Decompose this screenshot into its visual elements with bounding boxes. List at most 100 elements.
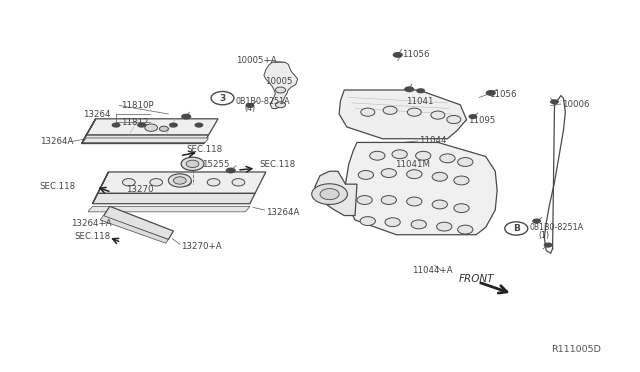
Circle shape bbox=[532, 218, 541, 224]
Circle shape bbox=[181, 157, 204, 170]
Polygon shape bbox=[315, 171, 357, 215]
Circle shape bbox=[392, 150, 407, 159]
Text: 13264A: 13264A bbox=[40, 137, 73, 146]
Circle shape bbox=[169, 122, 178, 128]
Circle shape bbox=[486, 90, 496, 96]
Circle shape bbox=[370, 151, 385, 160]
Polygon shape bbox=[86, 119, 218, 135]
Circle shape bbox=[150, 179, 163, 186]
Circle shape bbox=[385, 218, 400, 227]
Circle shape bbox=[468, 114, 477, 119]
Text: 11056: 11056 bbox=[401, 51, 429, 60]
Text: 11044+A: 11044+A bbox=[412, 266, 453, 275]
Circle shape bbox=[407, 108, 421, 116]
Polygon shape bbox=[83, 138, 209, 142]
Text: R111005D: R111005D bbox=[550, 345, 600, 354]
Text: 13270+A: 13270+A bbox=[181, 243, 221, 251]
Text: 10006: 10006 bbox=[562, 100, 589, 109]
Polygon shape bbox=[82, 135, 209, 144]
Text: 3: 3 bbox=[220, 94, 226, 103]
Circle shape bbox=[406, 197, 422, 206]
Text: (4): (4) bbox=[245, 104, 256, 113]
Circle shape bbox=[312, 184, 348, 205]
Circle shape bbox=[246, 103, 254, 108]
Circle shape bbox=[358, 170, 374, 179]
Text: 13270: 13270 bbox=[125, 185, 153, 194]
Text: 0B1B0-8251A: 0B1B0-8251A bbox=[236, 97, 291, 106]
Circle shape bbox=[447, 115, 461, 124]
Circle shape bbox=[211, 92, 234, 105]
Circle shape bbox=[357, 196, 372, 205]
Circle shape bbox=[122, 179, 135, 186]
Circle shape bbox=[275, 102, 285, 108]
Text: 11044: 11044 bbox=[419, 137, 446, 145]
Circle shape bbox=[207, 179, 220, 186]
Circle shape bbox=[159, 126, 168, 131]
Text: 11810P: 11810P bbox=[121, 101, 154, 110]
Circle shape bbox=[505, 222, 528, 235]
Polygon shape bbox=[93, 193, 255, 204]
Circle shape bbox=[186, 160, 199, 167]
Circle shape bbox=[406, 170, 422, 179]
Polygon shape bbox=[82, 119, 96, 144]
Circle shape bbox=[454, 204, 469, 212]
Circle shape bbox=[431, 111, 445, 119]
Circle shape bbox=[111, 122, 120, 128]
Circle shape bbox=[226, 167, 236, 173]
Circle shape bbox=[137, 122, 146, 128]
Circle shape bbox=[381, 169, 396, 177]
Circle shape bbox=[181, 113, 191, 119]
Circle shape bbox=[383, 106, 397, 114]
Text: SEC.118: SEC.118 bbox=[75, 232, 111, 241]
Circle shape bbox=[440, 154, 455, 163]
Circle shape bbox=[179, 179, 191, 186]
Text: SEC.118: SEC.118 bbox=[259, 160, 296, 169]
Circle shape bbox=[195, 122, 204, 128]
Circle shape bbox=[145, 124, 157, 131]
Circle shape bbox=[360, 217, 376, 225]
Text: 11095: 11095 bbox=[468, 116, 495, 125]
Text: 11056: 11056 bbox=[489, 90, 516, 99]
Polygon shape bbox=[93, 172, 108, 204]
Text: (1): (1) bbox=[538, 231, 549, 240]
Polygon shape bbox=[100, 215, 168, 243]
Text: FRONT: FRONT bbox=[459, 274, 495, 284]
Text: 13264: 13264 bbox=[83, 109, 111, 119]
Circle shape bbox=[432, 172, 447, 181]
Text: 10005+A: 10005+A bbox=[236, 56, 276, 65]
Polygon shape bbox=[339, 90, 467, 139]
Polygon shape bbox=[264, 62, 298, 109]
Text: 11041: 11041 bbox=[406, 97, 433, 106]
Circle shape bbox=[173, 177, 186, 184]
Text: 13264+A: 13264+A bbox=[72, 219, 112, 228]
Circle shape bbox=[404, 86, 414, 92]
Circle shape bbox=[320, 189, 339, 200]
Circle shape bbox=[416, 88, 425, 93]
Polygon shape bbox=[103, 206, 173, 240]
Circle shape bbox=[458, 225, 473, 234]
Circle shape bbox=[436, 222, 452, 231]
Circle shape bbox=[381, 196, 396, 205]
Text: B: B bbox=[513, 224, 520, 233]
Text: 11812: 11812 bbox=[121, 118, 148, 127]
Circle shape bbox=[454, 176, 469, 185]
Text: 15255: 15255 bbox=[202, 160, 230, 169]
Polygon shape bbox=[98, 172, 266, 193]
Circle shape bbox=[432, 200, 447, 209]
Text: 081B0-8251A: 081B0-8251A bbox=[529, 223, 583, 232]
Text: 11041M: 11041M bbox=[395, 160, 430, 169]
Circle shape bbox=[168, 174, 191, 187]
Circle shape bbox=[393, 52, 403, 58]
Circle shape bbox=[550, 99, 559, 105]
Circle shape bbox=[361, 108, 375, 116]
Text: 13264A: 13264A bbox=[266, 208, 300, 217]
Text: SEC.118: SEC.118 bbox=[40, 182, 76, 191]
Circle shape bbox=[543, 243, 552, 248]
Text: SEC.118: SEC.118 bbox=[186, 145, 222, 154]
Polygon shape bbox=[346, 142, 497, 235]
Text: 10005: 10005 bbox=[264, 77, 292, 86]
Circle shape bbox=[415, 151, 431, 160]
Circle shape bbox=[275, 87, 285, 93]
Circle shape bbox=[232, 179, 245, 186]
Circle shape bbox=[458, 158, 473, 166]
